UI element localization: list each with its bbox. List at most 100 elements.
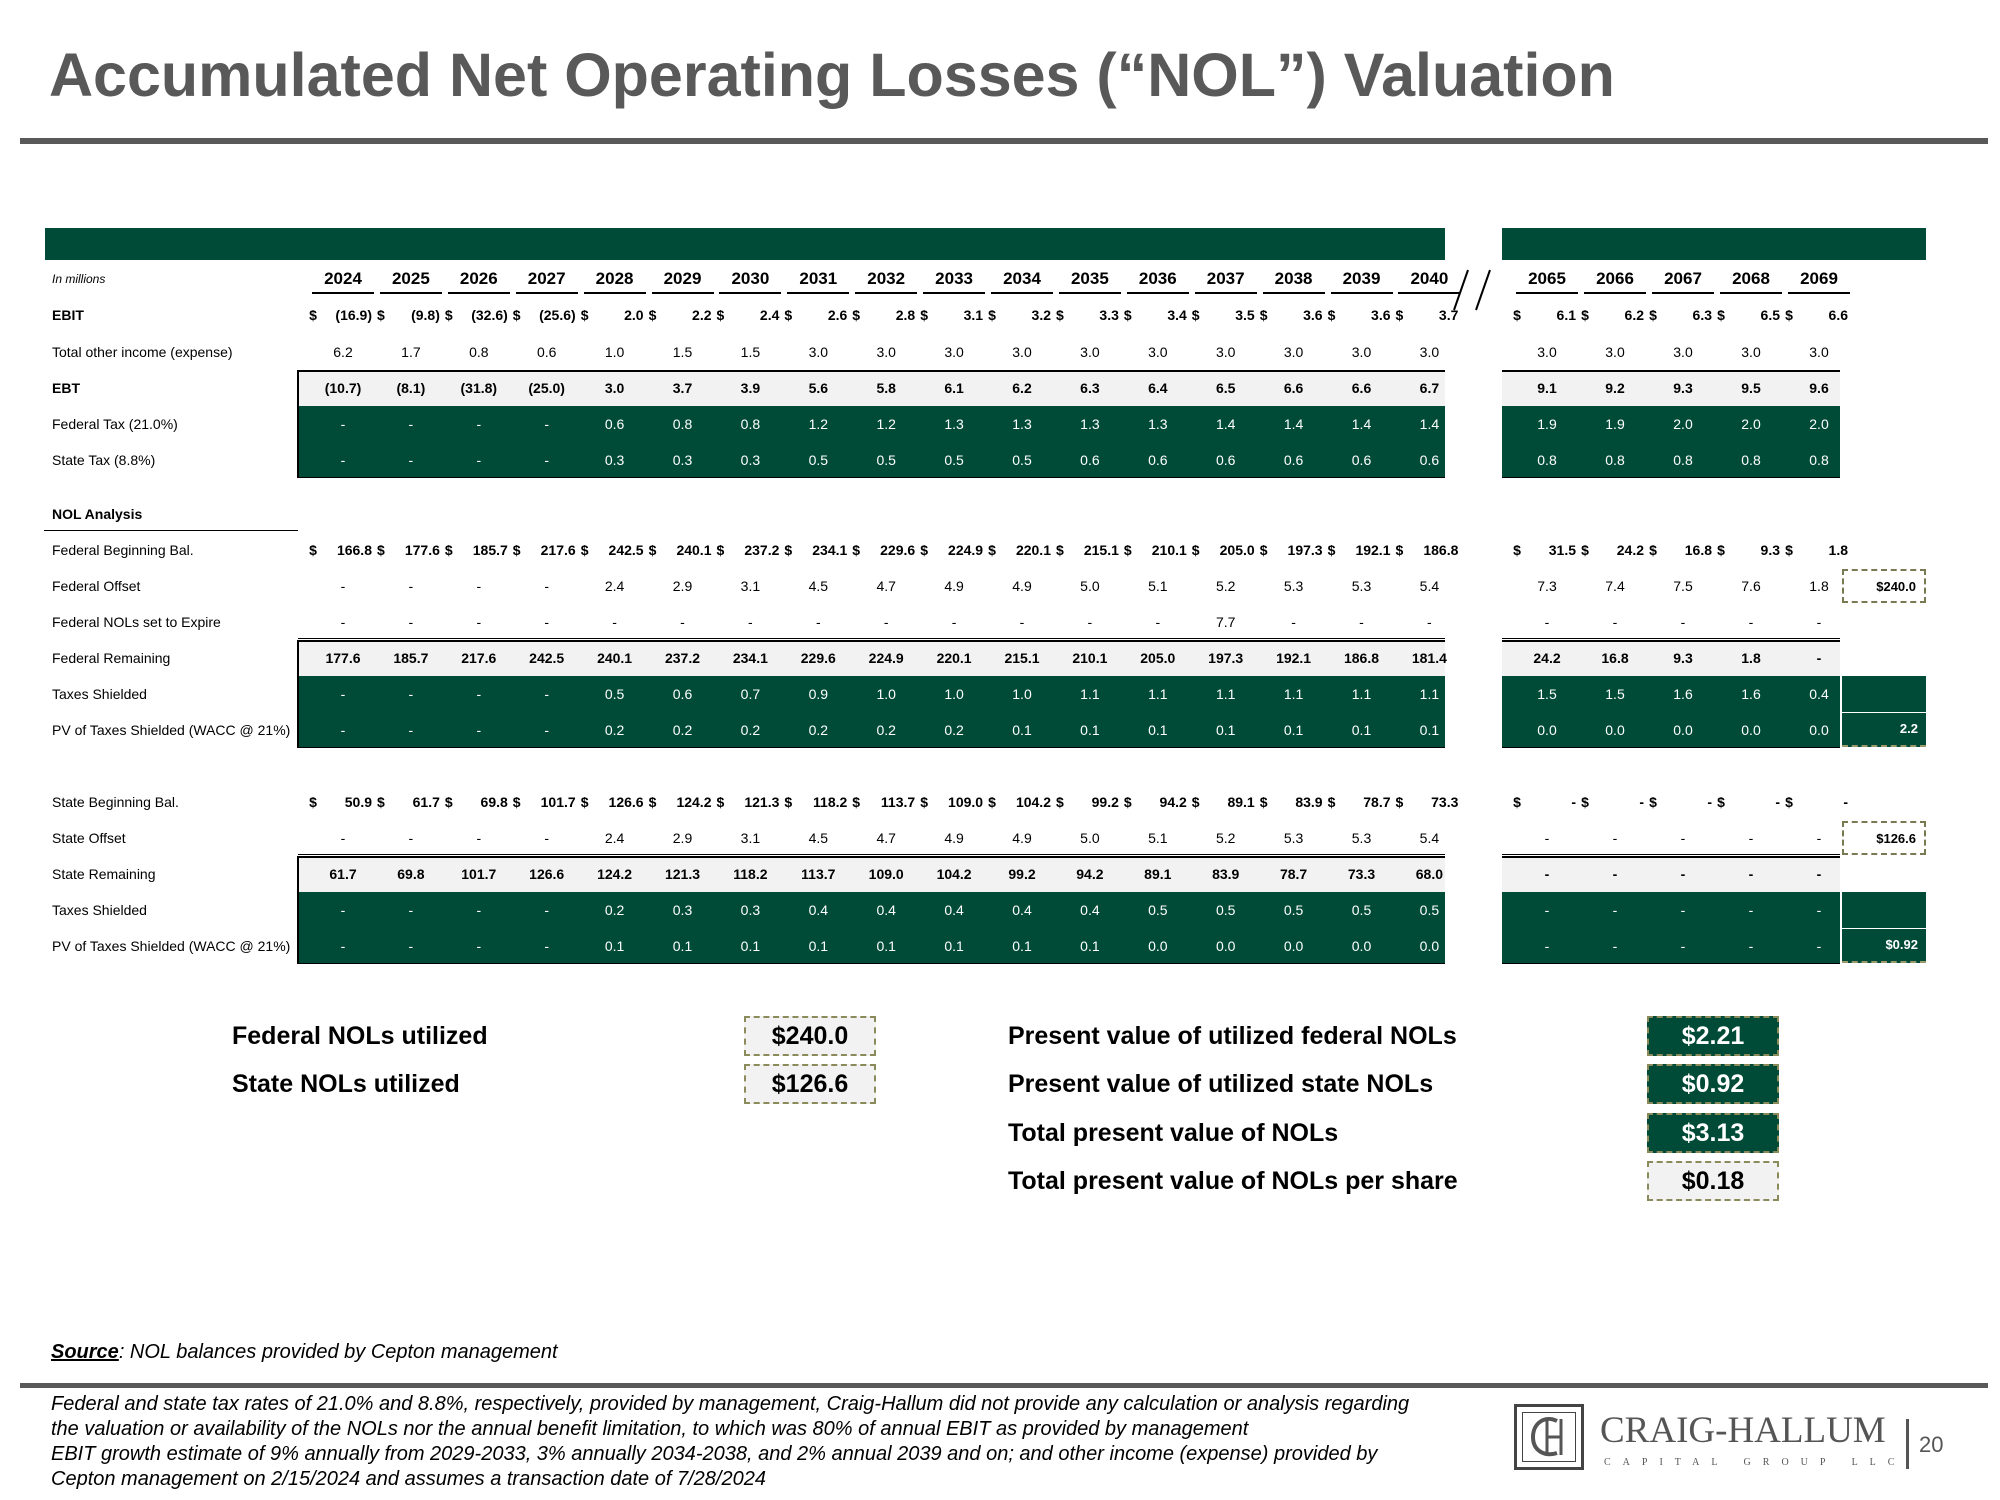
table-cell: - — [1816, 614, 1822, 630]
table-cell: - — [1571, 794, 1576, 810]
year-header: 2066 — [1596, 269, 1634, 288]
table-cell: 0.2 — [944, 722, 964, 738]
subtotal-row-bg — [298, 370, 1445, 406]
table-cell: - — [1707, 794, 1712, 810]
table-cell: 0.0 — [1148, 938, 1168, 954]
side-total-bg — [1842, 892, 1926, 928]
table-cell: 6.5 — [1215, 380, 1236, 396]
table-cell: 177.6 — [404, 542, 440, 558]
table-cell: 185.7 — [393, 650, 429, 666]
table-cell: 0.8 — [1605, 452, 1625, 468]
dollar-sign: $ — [920, 542, 928, 558]
year-header: 2029 — [663, 269, 702, 288]
dollar-sign: $ — [580, 542, 589, 558]
row-border — [298, 370, 1445, 372]
table-cell: - — [408, 614, 414, 630]
table-cell: 0.8 — [740, 416, 761, 432]
table-cell: 1.7 — [401, 344, 421, 360]
table-cell: 5.4 — [1419, 830, 1440, 846]
table-cell: 50.9 — [344, 794, 372, 810]
table-cell: 0.1 — [1283, 722, 1304, 738]
table-cell: - — [544, 686, 550, 702]
year-header-underline — [1126, 292, 1189, 294]
dollar-sign: $ — [648, 307, 657, 323]
shaded-row-bg — [298, 406, 1445, 442]
table-cell: 3.1 — [963, 307, 984, 323]
table-cell: 69.8 — [480, 794, 508, 810]
table-cell: - — [408, 686, 414, 702]
table-cell: 0.4 — [1809, 686, 1829, 702]
table-cell: 0.4 — [876, 902, 896, 918]
table-cell: - — [544, 902, 550, 918]
state-utilized-label: State NOLs utilized — [232, 1070, 460, 1098]
row-label: Federal Tax (21.0%) — [52, 416, 178, 432]
table-cell: 3.0 — [1283, 344, 1304, 360]
table-cell: 1.0 — [944, 686, 964, 702]
dollar-sign: $ — [1581, 307, 1589, 323]
dollar-sign: $ — [716, 542, 725, 558]
dollar-sign: $ — [1259, 542, 1268, 558]
logo-monogram-icon — [1514, 1404, 1584, 1470]
table-cell: 0.1 — [604, 938, 625, 954]
table-cell: 4.9 — [1012, 578, 1032, 594]
table-cell: 0.6 — [1215, 452, 1236, 468]
pv-state-label: Present value of utilized state NOLs — [1008, 1070, 1434, 1098]
table-cell: 0.2 — [672, 722, 693, 738]
table-cell: - — [815, 614, 821, 630]
table-cell: 192.1 — [1276, 650, 1312, 666]
dollar-sign: $ — [512, 542, 521, 558]
dollar-sign: $ — [784, 307, 793, 323]
year-header-underline — [312, 292, 374, 294]
table-cell: 0.3 — [604, 452, 625, 468]
page-title: Accumulated Net Operating Losses (“NOL”)… — [49, 41, 1615, 109]
shaded-row-bg — [1502, 676, 1840, 712]
table-cell: - — [408, 722, 414, 738]
table-cell: - — [1816, 866, 1822, 882]
table-cell: 7.6 — [1741, 578, 1761, 594]
table-cell: 3.0 — [1741, 344, 1761, 360]
table-cell: 9.6 — [1809, 380, 1829, 396]
title-divider — [20, 138, 1988, 144]
subtotal-row-bg — [298, 856, 1445, 892]
dollar-sign: $ — [852, 794, 861, 810]
per-share-label: Total present value of NOLs per share — [1008, 1167, 1458, 1195]
table-cell: 1.6 — [1741, 686, 1761, 702]
group-border — [298, 477, 1445, 478]
table-cell: 1.1 — [1148, 686, 1168, 702]
dollar-sign: $ — [1581, 542, 1589, 558]
dollar-sign: $ — [1055, 794, 1064, 810]
table-cell: 5.1 — [1148, 830, 1168, 846]
table-cell: 224.9 — [948, 542, 984, 558]
table-cell: 109.0 — [868, 866, 904, 882]
table-cell: 7.7 — [1215, 614, 1236, 630]
group-border — [297, 640, 299, 748]
table-header-band-left — [45, 228, 1445, 260]
table-cell: 192.1 — [1355, 542, 1391, 558]
table-cell: 61.7 — [412, 794, 440, 810]
table-cell: 3.0 — [1419, 344, 1440, 360]
side-total-box: $0.92 — [1842, 929, 1926, 963]
row-border — [1502, 640, 1840, 642]
footer-divider — [20, 1383, 1988, 1388]
table-cell: - — [1680, 614, 1686, 630]
table-cell: - — [1612, 938, 1618, 954]
table-cell: 89.1 — [1227, 794, 1255, 810]
table-cell: - — [476, 614, 482, 630]
table-cell: 242.5 — [529, 650, 565, 666]
table-cell: - — [1639, 794, 1644, 810]
table-cell: 1.1 — [1283, 686, 1304, 702]
table-cell: 5.8 — [876, 380, 896, 396]
table-cell: 1.8 — [1828, 542, 1848, 558]
row-underline — [298, 854, 1445, 855]
table-cell: - — [340, 578, 346, 594]
table-cell: 0.2 — [740, 722, 761, 738]
table-cell: 0.4 — [944, 902, 964, 918]
table-cell: 124.2 — [676, 794, 712, 810]
table-cell: 1.4 — [1351, 416, 1372, 432]
table-cell: 2.0 — [624, 307, 644, 323]
table-cell: (25.0) — [528, 380, 565, 396]
side-total-bg — [1842, 676, 1926, 712]
year-header: 2027 — [527, 269, 566, 288]
table-cell: 0.2 — [604, 902, 625, 918]
dollar-sign: $ — [716, 794, 725, 810]
